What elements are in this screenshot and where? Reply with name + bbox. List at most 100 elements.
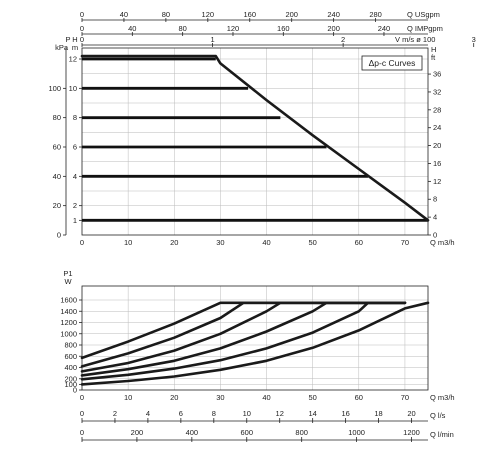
ft-axis-label-h: H — [431, 45, 436, 54]
ls-tick-label: 0 — [80, 409, 84, 418]
m-axis-label-unit: m — [72, 43, 78, 52]
kpa-tick-label: 60 — [53, 143, 61, 152]
power-tick-label: 1600 — [60, 296, 77, 305]
usgpm-tick-label: 280 — [369, 10, 382, 19]
head-plot-frame — [81, 47, 429, 236]
velocity-axis-label: V m/s ø 100 — [395, 35, 435, 44]
power-axis-label-unit: W — [64, 277, 72, 286]
q-m3h-tick-label: 0 — [80, 238, 84, 247]
impgpm-tick-label: 120 — [227, 24, 240, 33]
power-tick-label: 1400 — [60, 307, 77, 316]
velocity-tick-label: 2 — [341, 35, 345, 44]
power-plot-frame — [81, 285, 429, 391]
ft-tick-label: 24 — [433, 123, 441, 132]
power-curve — [80, 301, 407, 373]
power-tick-label: 1000 — [60, 329, 77, 338]
power-q-m3h-tick-label: 30 — [216, 393, 224, 402]
usgpm-tick-label: 0 — [80, 10, 84, 19]
power-q-m3h-tick-label: 10 — [124, 393, 132, 402]
impgpm-tick-label: 80 — [178, 24, 186, 33]
ls-tick-label: 14 — [308, 409, 316, 418]
lmin-tick-label: 1000 — [348, 428, 365, 437]
ft-tick-label: 4 — [433, 213, 437, 222]
ls-tick-label: 4 — [146, 409, 150, 418]
kpa-axis-label-unit: kPa — [55, 43, 69, 52]
usgpm-tick-label: 120 — [202, 10, 215, 19]
kpa-tick-label: 20 — [53, 201, 61, 210]
power-q-m3h-axis-label: Q m3/h — [430, 393, 455, 402]
legend-box — [361, 55, 423, 71]
power-q-m3h-tick-label: 40 — [262, 393, 270, 402]
impgpm-tick-label: 160 — [277, 24, 290, 33]
ft-tick-label: 0 — [433, 231, 437, 240]
m-tick-label: 12 — [69, 55, 77, 64]
power-tick-label: 100 — [64, 380, 77, 389]
power-tick-label: 1200 — [60, 318, 77, 327]
power-axis-label-p1: P1 — [63, 269, 72, 278]
usgpm-axis-label: Q USgpm — [407, 10, 440, 19]
ls-tick-label: 2 — [113, 409, 117, 418]
velocity-tick-label: 3 — [472, 35, 476, 44]
power-curve — [80, 301, 407, 377]
m-tick-label: 1 — [73, 216, 77, 225]
usgpm-tick-label: 200 — [285, 10, 298, 19]
power-chart — [79, 285, 430, 442]
ls-tick-label: 10 — [243, 409, 251, 418]
head-chart: Δp-c Curves — [63, 18, 475, 236]
ls-tick-label: 12 — [276, 409, 284, 418]
usgpm-tick-label: 40 — [120, 10, 128, 19]
power-q-m3h-tick-label: 60 — [355, 393, 363, 402]
kpa-tick-label: 40 — [53, 172, 61, 181]
q-m3h-tick-label: 40 — [262, 238, 270, 247]
ft-tick-label: 32 — [433, 87, 441, 96]
ft-axis-label-unit: ft — [431, 53, 436, 62]
power-tick-label: 200 — [64, 374, 77, 383]
lmin-tick-label: 400 — [186, 428, 199, 437]
ft-tick-label: 8 — [433, 195, 437, 204]
ls-tick-label: 8 — [212, 409, 216, 418]
q-m3h-axis-label: Q m3/h — [430, 238, 455, 247]
power-tick-label: 600 — [64, 352, 77, 361]
max-head-curve — [80, 54, 430, 222]
ft-tick-label: 28 — [433, 105, 441, 114]
lmin-tick-label: 200 — [131, 428, 144, 437]
impgpm-tick-label: 0 — [80, 24, 84, 33]
q-m3h-tick-label: 70 — [401, 238, 409, 247]
m-tick-label: 2 — [73, 201, 77, 210]
power-q-m3h-tick-label: 70 — [401, 393, 409, 402]
ft-tick-label: 20 — [433, 141, 441, 150]
ls-tick-label: 20 — [407, 409, 415, 418]
impgpm-axis-label: Q IMPgpm — [407, 24, 443, 33]
lmin-axis-label: Q l/min — [430, 430, 454, 439]
usgpm-tick-label: 80 — [162, 10, 170, 19]
q-m3h-tick-label: 60 — [355, 238, 363, 247]
power-tick-label: 400 — [64, 363, 77, 372]
ls-tick-label: 16 — [341, 409, 349, 418]
m-axis-label-h: H — [72, 35, 77, 44]
usgpm-tick-label: 240 — [327, 10, 340, 19]
lmin-tick-label: 800 — [295, 428, 308, 437]
impgpm-tick-label: 40 — [128, 24, 136, 33]
m-tick-label: 10 — [69, 84, 77, 93]
m-tick-label: 4 — [73, 172, 77, 181]
power-curve — [80, 301, 430, 386]
power-tick-label: 800 — [64, 341, 77, 350]
q-m3h-tick-label: 20 — [170, 238, 178, 247]
legend-label: Δp-c Curves — [369, 58, 416, 68]
usgpm-tick-label: 160 — [243, 10, 256, 19]
power-curve — [80, 301, 407, 381]
m-tick-label: 6 — [73, 143, 77, 152]
ft-tick-label: 36 — [433, 70, 441, 79]
q-m3h-tick-label: 30 — [216, 238, 224, 247]
power-q-m3h-tick-label: 20 — [170, 393, 178, 402]
lmin-tick-label: 1200 — [403, 428, 420, 437]
kpa-tick-label: 100 — [48, 84, 61, 93]
m-tick-label: 8 — [73, 113, 77, 122]
velocity-tick-label: 0 — [80, 35, 84, 44]
lmin-tick-label: 600 — [241, 428, 254, 437]
velocity-tick-label: 1 — [210, 35, 214, 44]
q-m3h-tick-label: 10 — [124, 238, 132, 247]
ls-tick-label: 6 — [179, 409, 183, 418]
power-q-m3h-tick-label: 50 — [308, 393, 316, 402]
